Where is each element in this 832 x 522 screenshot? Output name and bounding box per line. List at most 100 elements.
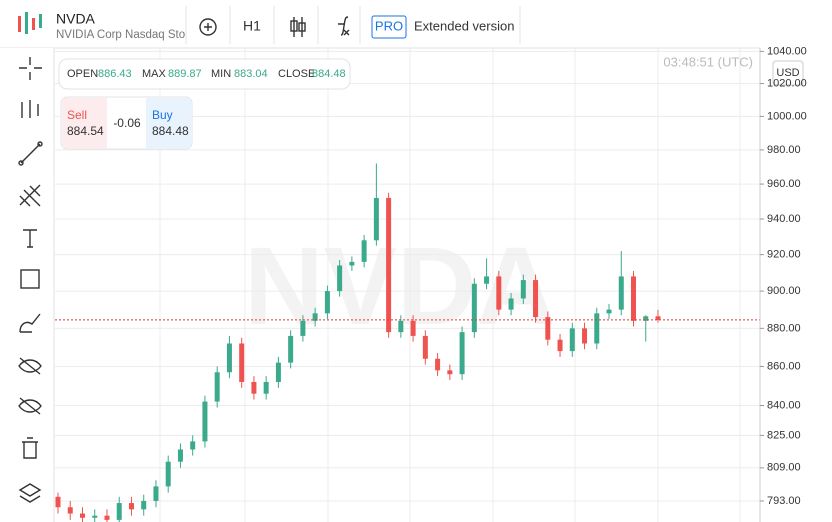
max-value: 889.87 <box>168 68 202 80</box>
candle-body <box>545 317 551 340</box>
candle-body <box>337 265 343 292</box>
shape-tool[interactable] <box>20 269 40 289</box>
delete-all[interactable] <box>22 437 38 459</box>
candle-body <box>435 358 441 371</box>
chart-type-button[interactable] <box>290 17 306 37</box>
candle-body <box>67 507 73 514</box>
currency[interactable]: USD <box>776 67 799 79</box>
y-tick-label: 880.00 <box>767 322 801 334</box>
y-tick-label: 840.00 <box>767 399 801 411</box>
layers-tool[interactable] <box>18 483 42 503</box>
buy-price[interactable]: 884.48 <box>152 124 189 138</box>
max-label: MAX <box>142 68 167 80</box>
open-label: OPEN <box>67 68 98 80</box>
candle-body <box>300 320 306 336</box>
candle-body <box>128 503 134 510</box>
extended-version[interactable]: Extended version <box>414 18 514 33</box>
clock: 03:48:51 (UTC) <box>663 54 753 69</box>
interval-button[interactable]: H1 <box>243 18 261 34</box>
candle-body <box>275 362 281 382</box>
candle-body <box>557 339 563 352</box>
left-toolbar <box>0 48 54 522</box>
pro-label[interactable]: PRO <box>375 18 403 33</box>
candle-body <box>569 328 575 352</box>
candle-body <box>202 401 208 442</box>
candle-body <box>496 276 502 310</box>
candle-body <box>398 320 404 333</box>
brush-tool[interactable] <box>19 313 41 333</box>
symbol-description: NVIDIA Corp Nasdaq Sto <box>56 29 185 41</box>
min-label: MIN <box>211 68 231 80</box>
candle-body <box>484 276 490 284</box>
candle-body <box>226 343 232 373</box>
y-tick-label: 920.00 <box>767 249 801 261</box>
symbol[interactable]: NVDA <box>56 11 96 27</box>
buy-button[interactable] <box>146 98 191 148</box>
hide-indicators[interactable] <box>18 397 42 415</box>
candle-body <box>643 316 649 321</box>
candle-body <box>116 503 122 520</box>
pro-badge[interactable] <box>371 15 407 39</box>
y-tick-label: 1020.00 <box>767 77 807 89</box>
close-value: 884.48 <box>312 68 346 80</box>
min-value: 883.04 <box>234 68 268 80</box>
candle-body <box>361 240 367 262</box>
candle-body <box>508 298 514 310</box>
candle-body <box>324 291 330 314</box>
candle-body <box>141 500 147 510</box>
y-tick-label: 960.00 <box>767 178 801 190</box>
candle-body <box>520 280 526 299</box>
currency-button[interactable] <box>772 60 804 86</box>
candle-body <box>214 372 220 402</box>
y-tick-label: 860.00 <box>767 360 801 372</box>
candle-body <box>55 496 61 508</box>
spread: -0.06 <box>113 116 141 130</box>
candle-body <box>618 276 624 310</box>
candle-body <box>373 197 379 241</box>
open-value: 886.43 <box>98 68 132 80</box>
candle-body <box>386 197 392 333</box>
indicator-tool[interactable] <box>21 100 39 118</box>
logo <box>18 12 42 34</box>
candle-body <box>471 283 477 333</box>
candle-body <box>263 381 269 394</box>
candle-body <box>239 343 245 382</box>
candle-body <box>655 316 661 320</box>
candle-body <box>251 381 257 394</box>
crosshair-tool[interactable] <box>19 57 42 80</box>
candle-body <box>410 320 416 336</box>
candle-body <box>153 486 159 501</box>
y-tick-label: 1000.00 <box>767 110 807 122</box>
y-tick-label: 1040.00 <box>767 45 807 57</box>
indicators-button[interactable] <box>338 16 350 36</box>
ohlc-legend <box>58 58 351 90</box>
quote-box: Sell 884.54 -0.06 Buy 884.48 <box>60 96 193 150</box>
sell-price[interactable]: 884.54 <box>67 124 104 138</box>
trendline-tool[interactable] <box>18 141 43 166</box>
hide-drawings[interactable] <box>18 357 42 375</box>
add-indicator-button[interactable] <box>199 18 217 36</box>
y-tick-label: 900.00 <box>767 285 801 297</box>
candle-body <box>79 513 85 518</box>
candle-body <box>312 313 318 321</box>
candle-body <box>190 441 196 450</box>
pitchfork-tool[interactable] <box>19 184 41 207</box>
candle-body <box>104 515 110 520</box>
candle-body <box>459 332 465 375</box>
buy-label[interactable]: Buy <box>152 108 173 122</box>
candle-body <box>447 370 453 375</box>
sell-label[interactable]: Sell <box>67 108 87 122</box>
candle-body <box>533 280 539 318</box>
candle-body <box>422 335 428 359</box>
text-tool[interactable] <box>23 229 37 248</box>
y-tick-label: 809.00 <box>767 462 801 474</box>
ohlc-items: OPEN 886.43 MAX 889.87 MIN 883.04 CLOSE … <box>67 68 346 80</box>
sell-button[interactable] <box>62 98 107 148</box>
y-tick-label: 825.00 <box>767 429 801 441</box>
y-tick-label: 980.00 <box>767 144 801 156</box>
candle-body <box>594 313 600 344</box>
candle-body <box>349 261 355 266</box>
y-tick-label: 793.00 <box>767 495 801 507</box>
